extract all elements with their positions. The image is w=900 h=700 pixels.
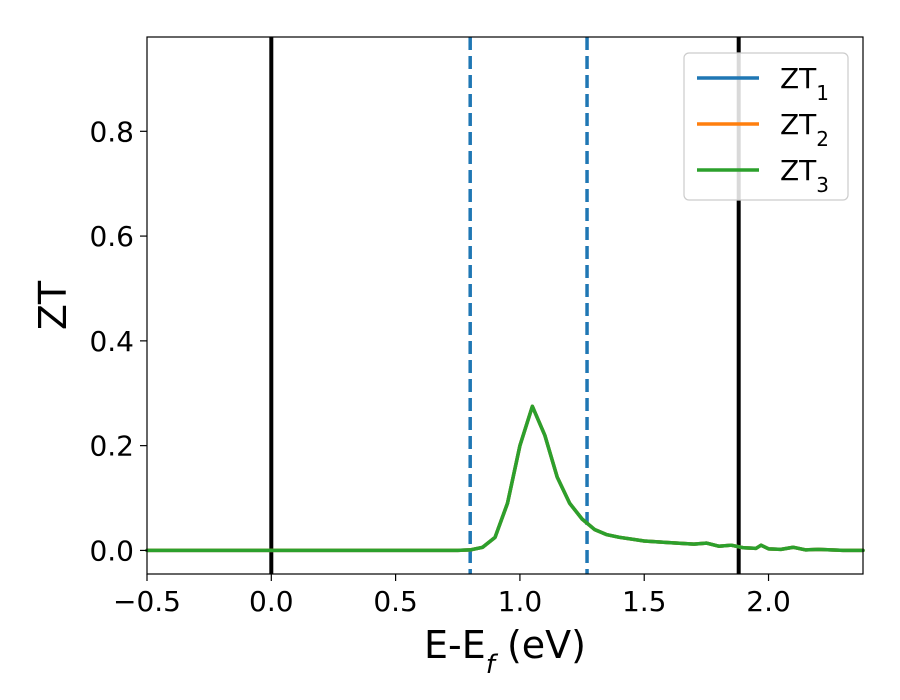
legend-label-zt2: ZT2 (780, 108, 829, 151)
y-tick-label: 0.4 (89, 325, 134, 358)
y-tick-label: 0.8 (89, 115, 134, 148)
x-tick-label: 1.0 (498, 585, 543, 618)
series-line-zt1 (145, 404, 865, 553)
legend-box (683, 52, 849, 201)
x-tick-label: 0.5 (373, 585, 418, 618)
plot-frame (146, 36, 864, 575)
x-tick-label: −0.5 (113, 585, 181, 618)
series-layer (145, 404, 865, 553)
reference-lines (269, 37, 741, 574)
legend-label-zt3: ZT3 (780, 154, 829, 197)
x-tick-label: 0.0 (249, 585, 294, 618)
x-tick-label: 2.0 (746, 585, 791, 618)
x-axis-label: E-Ef (eV) (424, 623, 586, 680)
legend-label-zt1: ZT1 (780, 62, 829, 105)
series-line-zt3 (145, 404, 865, 553)
x-tick-label: 1.5 (622, 585, 667, 618)
y-tick-label: 0.2 (89, 430, 134, 463)
y-axis-label: ZT (31, 280, 75, 330)
y-axis: 0.0 0.2 0.4 0.6 0.8 (89, 115, 147, 567)
y-tick-label: 0.6 (89, 220, 134, 253)
series-line-zt2 (145, 404, 865, 553)
y-tick-label: 0.0 (89, 534, 134, 567)
x-axis: −0.5 0.0 0.5 1.0 1.5 2.0 (113, 574, 791, 618)
